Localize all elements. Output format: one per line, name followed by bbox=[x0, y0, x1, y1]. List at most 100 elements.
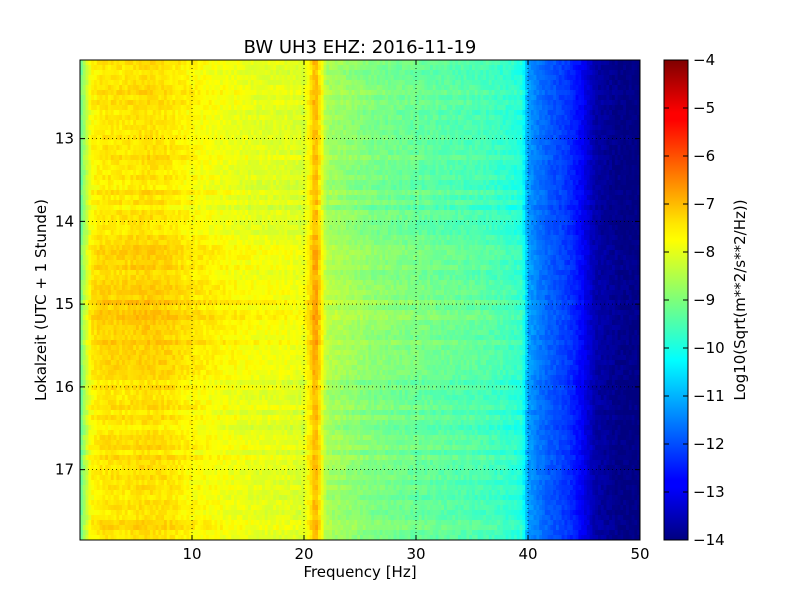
heatmap-cell bbox=[248, 160, 252, 166]
heatmap-cell bbox=[609, 95, 613, 101]
heatmap-cell bbox=[421, 155, 425, 161]
heatmap-cell bbox=[463, 105, 467, 111]
heatmap-cell bbox=[606, 110, 610, 116]
heatmap-cell bbox=[236, 90, 240, 96]
heatmap-cell bbox=[626, 80, 630, 86]
heatmap-cell bbox=[320, 75, 324, 81]
heatmap-cell bbox=[80, 75, 84, 81]
heatmap-cell bbox=[147, 70, 151, 76]
heatmap-cell bbox=[281, 115, 285, 121]
heatmap-cell bbox=[558, 150, 562, 156]
heatmap-cell bbox=[172, 120, 176, 126]
heatmap-cell bbox=[600, 120, 604, 126]
heatmap-cell bbox=[256, 125, 260, 131]
heatmap-cell bbox=[144, 170, 148, 176]
heatmap-cell bbox=[152, 125, 156, 131]
heatmap-cell bbox=[222, 130, 226, 136]
heatmap-cell bbox=[558, 85, 562, 91]
heatmap-cell bbox=[480, 90, 484, 96]
heatmap-cell bbox=[152, 85, 156, 91]
heatmap-cell bbox=[438, 125, 442, 131]
heatmap-cell bbox=[446, 105, 450, 111]
heatmap-cell bbox=[460, 100, 464, 106]
heatmap-cell bbox=[161, 145, 165, 151]
heatmap-cell bbox=[281, 150, 285, 156]
heatmap-cell bbox=[488, 165, 492, 171]
heatmap-cell bbox=[250, 140, 254, 146]
heatmap-cell bbox=[262, 140, 266, 146]
heatmap-cell bbox=[304, 175, 308, 181]
heatmap-cell bbox=[556, 70, 560, 76]
heatmap-cell bbox=[511, 160, 515, 166]
heatmap-cell bbox=[94, 175, 98, 181]
heatmap-cell bbox=[598, 70, 602, 76]
heatmap-cell bbox=[253, 130, 257, 136]
heatmap-cell bbox=[603, 125, 607, 131]
heatmap-cell bbox=[466, 120, 470, 126]
heatmap-cell bbox=[295, 105, 299, 111]
heatmap-cell bbox=[197, 145, 201, 151]
heatmap-cell bbox=[172, 160, 176, 166]
heatmap-cell bbox=[346, 140, 350, 146]
heatmap-cell bbox=[262, 90, 266, 96]
heatmap-cell bbox=[502, 120, 506, 126]
heatmap-cell bbox=[511, 100, 515, 106]
heatmap-cell bbox=[536, 140, 540, 146]
heatmap-cell bbox=[348, 140, 352, 146]
heatmap-cell bbox=[486, 120, 490, 126]
heatmap-cell bbox=[164, 140, 168, 146]
heatmap-cell bbox=[455, 85, 459, 91]
heatmap-cell bbox=[376, 95, 380, 101]
heatmap-cell bbox=[290, 80, 294, 86]
heatmap-cell bbox=[466, 60, 470, 66]
heatmap-cell bbox=[270, 110, 274, 116]
heatmap-cell bbox=[598, 165, 602, 171]
heatmap-cell bbox=[234, 180, 238, 186]
heatmap-cell bbox=[631, 125, 635, 131]
heatmap-cell bbox=[472, 160, 476, 166]
heatmap-cell bbox=[474, 155, 478, 161]
heatmap-cell bbox=[452, 110, 456, 116]
heatmap-cell bbox=[628, 135, 632, 141]
heatmap-cell bbox=[508, 80, 512, 86]
heatmap-cell bbox=[94, 85, 98, 91]
heatmap-cell bbox=[628, 170, 632, 176]
heatmap-cell bbox=[208, 95, 212, 101]
heatmap-cell bbox=[172, 145, 176, 151]
heatmap-cell bbox=[612, 90, 616, 96]
heatmap-cell bbox=[108, 160, 112, 166]
heatmap-cell bbox=[544, 90, 548, 96]
heatmap-cell bbox=[432, 65, 436, 71]
heatmap-cell bbox=[180, 100, 184, 106]
heatmap-cell bbox=[242, 75, 246, 81]
heatmap-cell bbox=[584, 120, 588, 126]
heatmap-cell bbox=[631, 165, 635, 171]
heatmap-cell bbox=[393, 180, 397, 186]
heatmap-cell bbox=[533, 155, 537, 161]
heatmap-cell bbox=[155, 115, 159, 121]
heatmap-cell bbox=[505, 135, 509, 141]
heatmap-cell bbox=[570, 75, 574, 81]
heatmap-cell bbox=[511, 105, 515, 111]
heatmap-cell bbox=[91, 125, 95, 131]
heatmap-cell bbox=[528, 175, 532, 181]
heatmap-cell bbox=[354, 70, 358, 76]
heatmap-cell bbox=[519, 170, 523, 176]
heatmap-cell bbox=[360, 80, 364, 86]
heatmap-cell bbox=[556, 120, 560, 126]
heatmap-cell bbox=[460, 70, 464, 76]
heatmap-cell bbox=[379, 180, 383, 186]
heatmap-cell bbox=[502, 150, 506, 156]
heatmap-cell bbox=[225, 70, 229, 76]
heatmap-cell bbox=[231, 95, 235, 101]
heatmap-cell bbox=[248, 130, 252, 136]
heatmap-cell bbox=[284, 115, 288, 121]
heatmap-cell bbox=[589, 175, 593, 181]
heatmap-cell bbox=[528, 140, 532, 146]
heatmap-cell bbox=[533, 160, 537, 166]
heatmap-cell bbox=[180, 130, 184, 136]
heatmap-cell bbox=[119, 80, 123, 86]
heatmap-cell bbox=[634, 105, 638, 111]
heatmap-cell bbox=[318, 150, 322, 156]
heatmap-cell bbox=[435, 85, 439, 91]
